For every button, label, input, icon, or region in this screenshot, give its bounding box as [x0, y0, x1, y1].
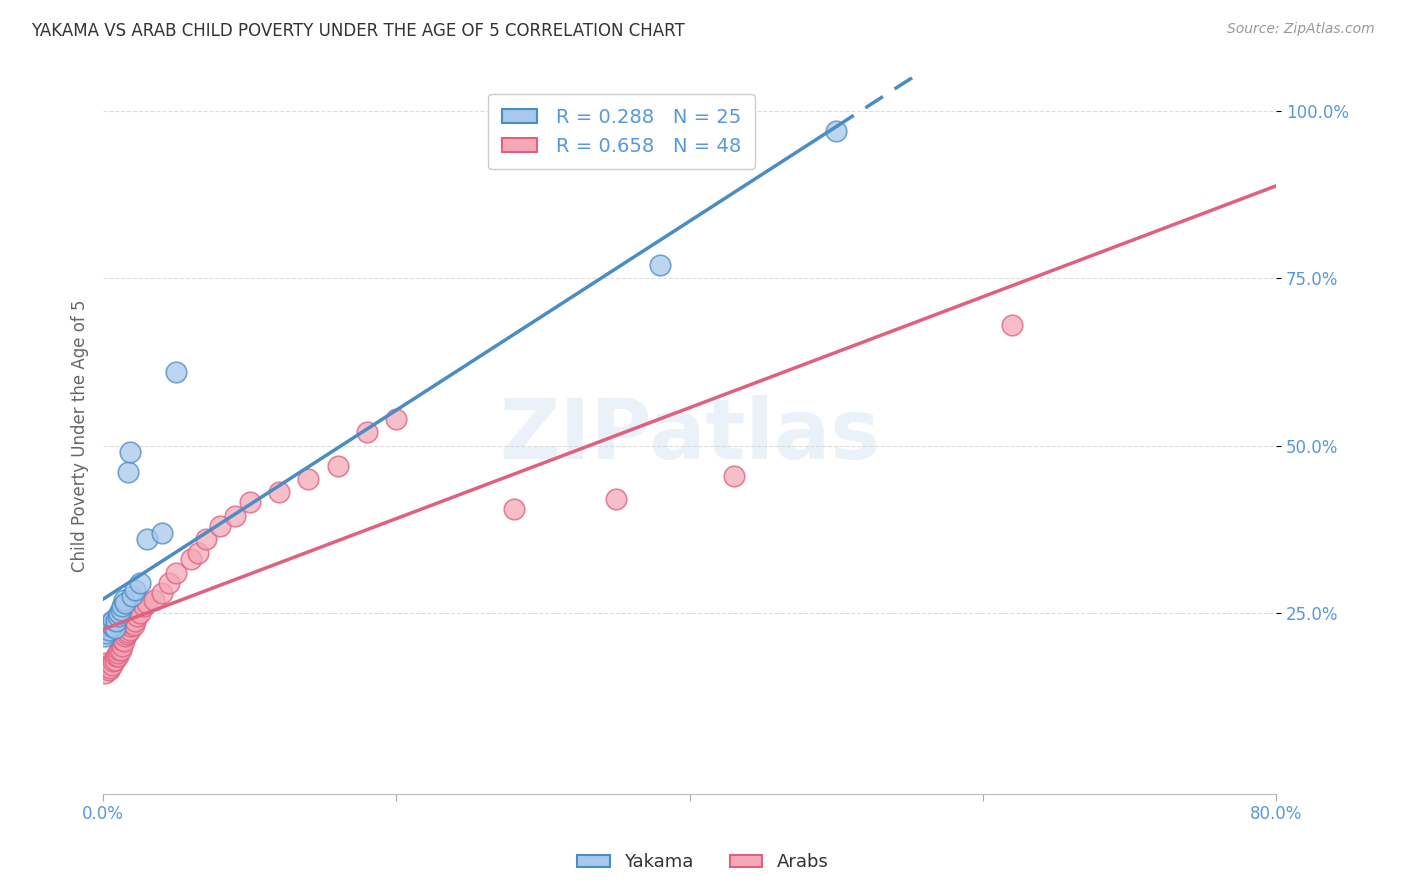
Point: [124, 614, 146, 628]
Point: [101, 658, 124, 673]
Point: [98, 623, 121, 637]
Point: [121, 615, 143, 630]
Point: [112, 592, 135, 607]
Y-axis label: Child Poverty Under the Age of 5: Child Poverty Under the Age of 5: [72, 300, 89, 572]
Point: [143, 592, 166, 607]
Point: [103, 613, 125, 627]
Point: [209, 519, 232, 533]
Point: [128, 606, 150, 620]
Point: [134, 599, 156, 614]
Point: [118, 623, 141, 637]
Point: [326, 458, 349, 473]
Point: [111, 640, 134, 654]
Text: YAKAMA VS ARAB CHILD POVERTY UNDER THE AGE OF 5 CORRELATION CHART: YAKAMA VS ARAB CHILD POVERTY UNDER THE A…: [31, 22, 685, 40]
Point: [165, 365, 187, 379]
Point: [267, 485, 290, 500]
Legend: Yakama, Arabs: Yakama, Arabs: [571, 847, 835, 879]
Point: [502, 502, 524, 516]
Point: [124, 582, 146, 597]
Point: [1001, 318, 1024, 332]
Point: [101, 619, 124, 633]
Point: [93, 666, 115, 681]
Text: ZIPatlas: ZIPatlas: [499, 395, 880, 476]
Point: [107, 609, 129, 624]
Point: [111, 599, 134, 614]
Point: [105, 614, 128, 628]
Point: [117, 466, 139, 480]
Point: [103, 654, 125, 668]
Point: [96, 619, 118, 633]
Point: [104, 653, 127, 667]
Point: [93, 629, 115, 643]
Point: [150, 586, 173, 600]
Point: [239, 495, 262, 509]
Point: [110, 602, 132, 616]
Point: [157, 575, 180, 590]
Point: [115, 627, 138, 641]
Point: [723, 468, 745, 483]
Point: [187, 546, 209, 560]
Legend: R = 0.288   N = 25, R = 0.658   N = 48: R = 0.288 N = 25, R = 0.658 N = 48: [488, 95, 755, 169]
Point: [114, 596, 136, 610]
Point: [194, 533, 217, 547]
Point: [94, 656, 117, 670]
Point: [136, 596, 159, 610]
Point: [356, 425, 378, 440]
Point: [107, 646, 129, 660]
Point: [825, 124, 848, 138]
Point: [107, 649, 129, 664]
Point: [165, 566, 187, 580]
Point: [128, 575, 150, 590]
Point: [121, 589, 143, 603]
Point: [105, 649, 128, 664]
Point: [110, 636, 132, 650]
Point: [104, 621, 127, 635]
Point: [96, 659, 118, 673]
Point: [98, 663, 121, 677]
Point: [224, 508, 246, 523]
Point: [110, 642, 132, 657]
Point: [100, 615, 122, 630]
Point: [385, 412, 408, 426]
Point: [120, 619, 142, 633]
Point: [122, 618, 145, 632]
Point: [117, 624, 139, 639]
Point: [650, 258, 672, 272]
Point: [100, 661, 122, 675]
Point: [108, 606, 131, 620]
Point: [112, 634, 135, 648]
Point: [297, 472, 319, 486]
Point: [94, 626, 117, 640]
Point: [136, 533, 159, 547]
Point: [111, 632, 134, 647]
Point: [118, 445, 141, 459]
Point: [180, 552, 202, 566]
Point: [125, 609, 148, 624]
Text: Source: ZipAtlas.com: Source: ZipAtlas.com: [1227, 22, 1375, 37]
Point: [150, 525, 173, 540]
Point: [605, 492, 627, 507]
Point: [108, 642, 131, 657]
Point: [114, 629, 136, 643]
